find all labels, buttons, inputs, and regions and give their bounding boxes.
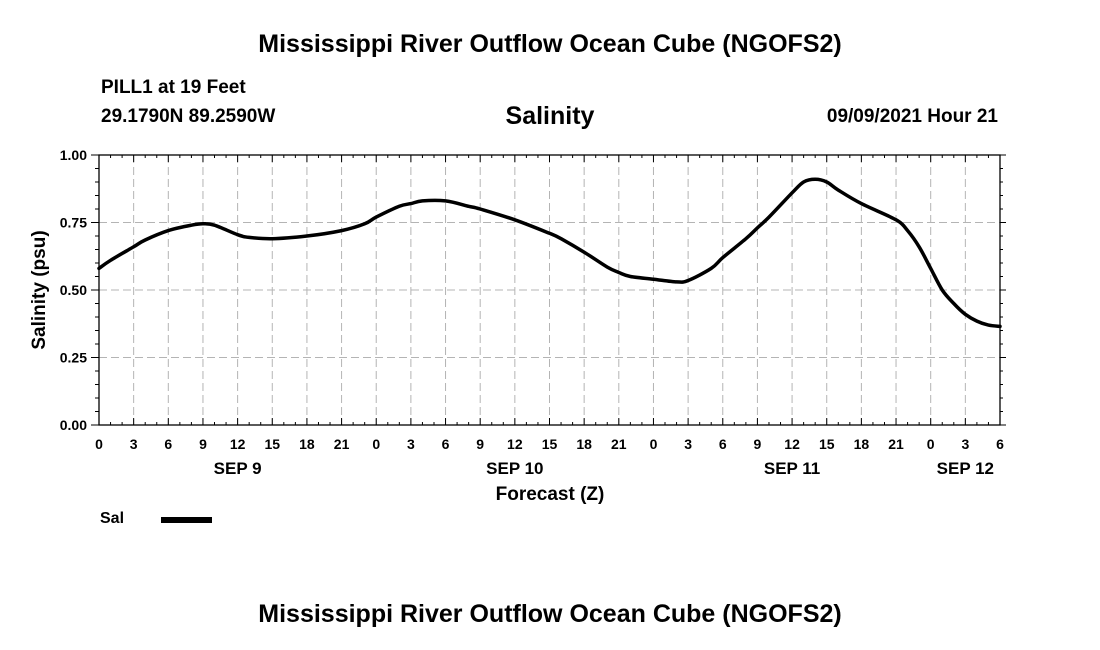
date-label: SEP 12 (937, 459, 994, 478)
footer-title: Mississippi River Outflow Ocean Cube (NG… (258, 600, 842, 628)
y-tick-label: 0.75 (60, 215, 87, 231)
x-tick-label: 3 (961, 436, 969, 452)
y-tick-label: 0.50 (60, 282, 87, 298)
x-tick-label: 15 (542, 436, 558, 452)
x-tick-label: 12 (507, 436, 523, 452)
plot-frame (98, 154, 1001, 426)
station-coordinates: 29.1790N 89.2590W (101, 106, 276, 127)
x-tick-label: 6 (442, 436, 450, 452)
x-tick-label: 12 (784, 436, 800, 452)
x-tick-label: 3 (130, 436, 138, 452)
salinity-line (97, 177, 1002, 329)
x-tick-label: 18 (299, 436, 315, 452)
chart-title: Salinity (505, 102, 595, 130)
y-axis-label: Salinity (psu) (29, 230, 50, 349)
x-tick-label: 9 (476, 436, 484, 452)
x-tick-label: 15 (264, 436, 280, 452)
x-tick-label: 0 (650, 436, 658, 452)
x-tick-label: 6 (164, 436, 172, 452)
x-tick-label: 12 (230, 436, 246, 452)
x-tick-label: 3 (684, 436, 692, 452)
data-series (97, 177, 1002, 329)
x-axis-label: Forecast (Z) (496, 484, 605, 505)
legend-label: Sal (100, 510, 125, 527)
x-tick-label: 6 (719, 436, 727, 452)
x-tick-label: 21 (611, 436, 627, 452)
date-label: SEP 11 (764, 459, 820, 478)
y-tick-label: 0.00 (60, 417, 87, 433)
station-label: PILL1 at 19 Feet (101, 77, 246, 98)
y-tick-label: 0.25 (60, 350, 87, 366)
legend-line-swatch (161, 517, 212, 523)
date-label: SEP 10 (486, 459, 543, 478)
x-tick-label: 21 (888, 436, 904, 452)
page-title: Mississippi River Outflow Ocean Cube (NG… (258, 30, 842, 58)
x-tick-label: 9 (199, 436, 207, 452)
x-tick-label: 6 (996, 436, 1004, 452)
x-tick-label: 18 (576, 436, 592, 452)
x-tick-label: 0 (372, 436, 380, 452)
forecast-datetime: 09/09/2021 Hour 21 (826, 106, 998, 127)
x-tick-label: 15 (819, 436, 835, 452)
x-tick-label: 0 (927, 436, 935, 452)
x-tick-label: 3 (407, 436, 415, 452)
chart-grid (99, 155, 1000, 425)
x-tick-label: 21 (334, 436, 350, 452)
x-tick-label: 0 (95, 436, 103, 452)
axis-labels: 0 3 6 9 12 15 18 21 0 3 6 9 12 15 18 21 0 3 6 9 12 15 18 21 0 3 6 0… (60, 147, 1004, 478)
y-tick-label: 1.00 (60, 147, 87, 163)
x-tick-label: 18 (854, 436, 870, 452)
date-label: SEP 9 (214, 459, 262, 478)
x-tick-label: 9 (754, 436, 762, 452)
